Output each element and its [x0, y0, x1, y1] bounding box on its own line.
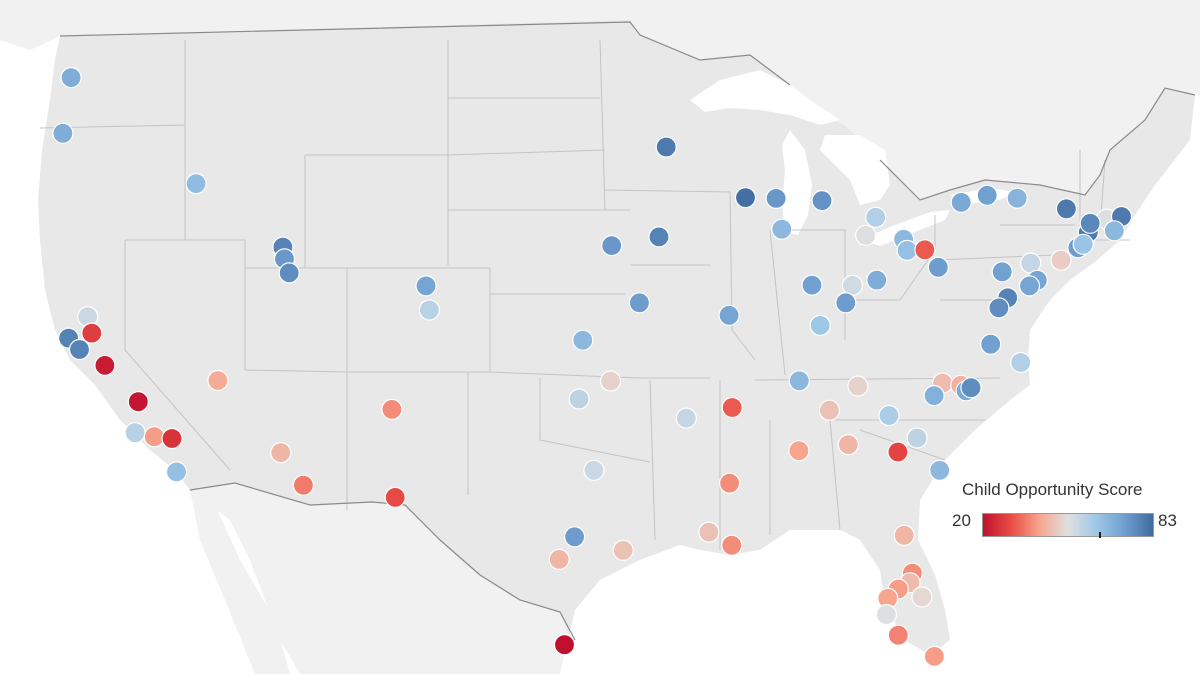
- city-dot-akron[interactable]: [896, 239, 918, 261]
- us-land: [38, 20, 1195, 655]
- lake-superior: [690, 70, 840, 125]
- city-dot-sarasota[interactable]: [875, 603, 898, 626]
- city-dot-phoenix[interactable]: [270, 442, 292, 464]
- city-dot-jacksonville[interactable]: [893, 524, 915, 546]
- lake-huron: [820, 135, 890, 205]
- color-legend: Child Opportunity Score 20 83: [952, 476, 1184, 546]
- city-dot-new-york[interactable]: [1050, 249, 1072, 271]
- city-dot-greenville-sc[interactable]: [878, 404, 900, 427]
- city-dot-raleigh-north[interactable]: [960, 377, 982, 399]
- legend-marker-tick: [1099, 532, 1102, 538]
- city-dot-providence[interactable]: [1103, 220, 1125, 242]
- city-dot-baton-rouge[interactable]: [698, 521, 720, 543]
- city-dot-oxnard[interactable]: [124, 422, 146, 444]
- city-dots-layer: [52, 66, 1133, 668]
- city-dot-toledo[interactable]: [855, 224, 877, 246]
- legend-color-bar: [982, 513, 1154, 537]
- city-dot-san-diego[interactable]: [165, 461, 188, 483]
- city-dot-detroit[interactable]: [865, 206, 887, 228]
- city-dot-minneapolis[interactable]: [655, 136, 677, 158]
- city-dot-pittsburgh[interactable]: [927, 256, 949, 278]
- city-dot-denver[interactable]: [415, 275, 437, 297]
- lake-michigan: [782, 130, 812, 235]
- city-dot-knoxville[interactable]: [847, 375, 869, 397]
- city-dot-rochester[interactable]: [976, 184, 998, 206]
- lake-erie: [860, 210, 950, 246]
- city-dot-grand-rapids[interactable]: [811, 190, 833, 212]
- city-dot-tulsa[interactable]: [599, 370, 622, 392]
- gulf-water: [560, 530, 885, 674]
- city-dot-mcallen[interactable]: [553, 634, 576, 656]
- city-dot-modesto[interactable]: [94, 354, 116, 376]
- legend-max-label: 83: [1158, 511, 1177, 530]
- baja-land: [190, 490, 290, 674]
- city-dot-springfield-ma[interactable]: [1079, 212, 1101, 234]
- city-dot-houston[interactable]: [612, 539, 634, 562]
- city-dot-san-antonio[interactable]: [548, 548, 570, 571]
- city-dot-stockton[interactable]: [81, 322, 103, 344]
- city-dot-cape-coral[interactable]: [887, 624, 909, 646]
- city-dot-oklahoma-city[interactable]: [568, 388, 590, 410]
- city-dot-new-orleans[interactable]: [721, 534, 743, 556]
- city-dot-riverside[interactable]: [161, 427, 183, 450]
- city-dot-wilmington[interactable]: [1018, 275, 1041, 297]
- legend-title: Child Opportunity Score: [962, 480, 1143, 499]
- city-dot-syracuse[interactable]: [1006, 187, 1028, 209]
- city-dot-little-rock[interactable]: [675, 407, 697, 429]
- city-dot-birmingham[interactable]: [788, 440, 810, 462]
- city-dot-memphis[interactable]: [721, 396, 743, 419]
- city-dot-nashville[interactable]: [788, 370, 810, 392]
- city-dot-madison[interactable]: [734, 187, 757, 209]
- city-dot-cincinnati[interactable]: [835, 292, 857, 314]
- city-dot-las-vegas[interactable]: [207, 369, 229, 392]
- city-dot-palm-bay[interactable]: [911, 586, 933, 608]
- country-borders: [59, 21, 1196, 641]
- city-dot-charleston[interactable]: [929, 459, 951, 481]
- city-dot-youngstown[interactable]: [914, 239, 936, 261]
- city-dot-seattle[interactable]: [60, 66, 82, 89]
- city-dot-dallas[interactable]: [583, 459, 605, 481]
- city-dot-los-angeles[interactable]: [143, 426, 165, 448]
- city-dot-colorado-springs[interactable]: [418, 299, 440, 321]
- city-dot-columbus[interactable]: [866, 269, 888, 291]
- city-dot-virginia-beach[interactable]: [1010, 351, 1032, 374]
- city-dot-miami[interactable]: [923, 645, 946, 668]
- city-dot-new-haven[interactable]: [1072, 233, 1094, 255]
- state-borders: [39, 39, 1130, 550]
- city-dot-columbia[interactable]: [906, 427, 928, 449]
- city-dot-albuquerque[interactable]: [381, 398, 403, 420]
- city-dot-wichita[interactable]: [572, 329, 594, 351]
- city-dot-boise[interactable]: [185, 173, 207, 195]
- city-dot-atlanta[interactable]: [837, 434, 859, 456]
- mexico-land: [190, 483, 580, 674]
- city-dot-tucson[interactable]: [292, 474, 314, 496]
- city-dot-augusta[interactable]: [887, 441, 909, 463]
- city-dot-st-louis[interactable]: [718, 304, 740, 326]
- city-dot-el-paso[interactable]: [384, 486, 406, 508]
- legend-min-label: 20: [952, 511, 971, 530]
- city-dot-austin[interactable]: [563, 526, 586, 548]
- city-dot-louisville[interactable]: [809, 314, 831, 336]
- city-dot-richmond[interactable]: [980, 333, 1002, 355]
- city-dot-san-jose[interactable]: [68, 338, 91, 361]
- city-dot-washington[interactable]: [988, 297, 1010, 319]
- canada-land: [0, 0, 1200, 200]
- city-dot-buffalo[interactable]: [950, 191, 972, 213]
- city-dot-winston-salem[interactable]: [923, 385, 945, 407]
- city-dot-chattanooga[interactable]: [818, 399, 841, 421]
- city-dot-provo[interactable]: [278, 262, 300, 284]
- city-dot-kansas-city[interactable]: [628, 292, 651, 314]
- city-dot-des-moines[interactable]: [648, 226, 670, 248]
- city-dot-albany[interactable]: [1055, 198, 1078, 220]
- city-dot-jackson[interactable]: [718, 472, 741, 494]
- city-dot-omaha[interactable]: [601, 235, 623, 257]
- city-dot-indianapolis[interactable]: [801, 274, 823, 296]
- city-dot-bakersfield[interactable]: [127, 391, 149, 413]
- city-dot-milwaukee[interactable]: [765, 187, 787, 209]
- city-dot-harrisburg[interactable]: [991, 261, 1013, 283]
- city-dot-portland[interactable]: [52, 122, 74, 144]
- city-dot-chicago[interactable]: [771, 218, 793, 240]
